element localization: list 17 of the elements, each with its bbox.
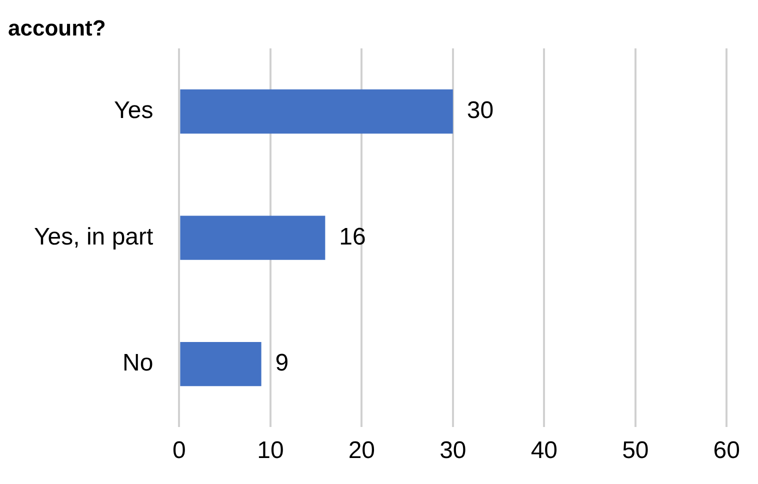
data-label: 16 (339, 223, 366, 250)
x-tick-label: 0 (172, 437, 186, 464)
y-tick-label: Yes (114, 97, 154, 124)
y-tick-label: Yes, in part (34, 223, 154, 250)
bar (180, 216, 326, 260)
y-tick-label: No (122, 350, 154, 377)
data-label: 30 (466, 97, 494, 124)
x-tick-label: 30 (440, 437, 466, 464)
x-tick-label: 20 (348, 437, 376, 464)
x-tick-label: 50 (622, 437, 649, 464)
bar (180, 89, 453, 134)
x-tick-label: 40 (530, 437, 558, 464)
data-label: 9 (275, 350, 289, 377)
chart-title: account? (8, 15, 106, 40)
x-tick-label: 60 (713, 437, 740, 464)
x-tick-label: 10 (257, 437, 284, 464)
bar (180, 342, 262, 386)
